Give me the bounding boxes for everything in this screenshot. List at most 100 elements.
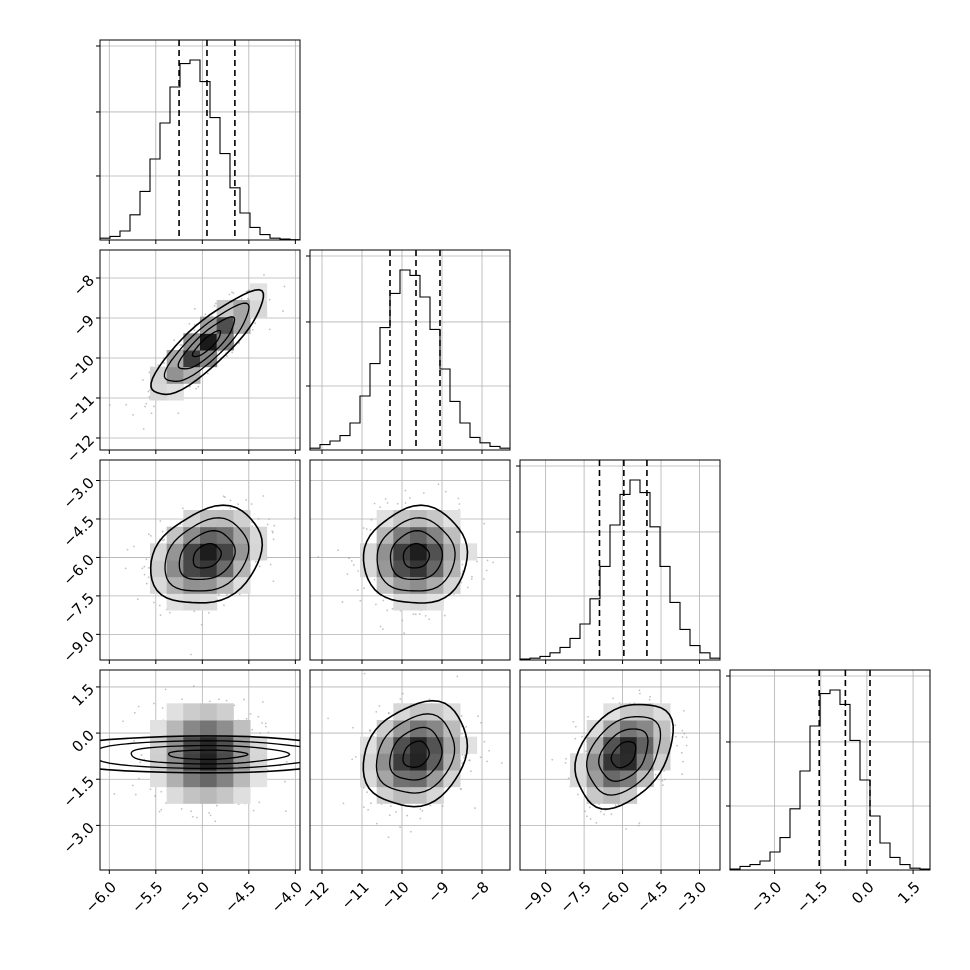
density-cell [183,350,201,368]
scatter-point [197,385,200,388]
panel-frame [309,249,511,451]
density-cell [410,736,428,754]
scatter-point [403,632,406,635]
scatter-point [429,804,432,807]
y-tick-label: −4.5 [60,512,98,550]
density-cell [460,736,478,754]
scatter-point [466,586,469,589]
density-cell [603,736,621,754]
scatter-point [486,559,489,562]
scatter-point [147,576,150,579]
scatter-point [483,522,486,525]
panel-contents [551,663,688,830]
scatter-point [337,549,339,552]
density-cell [250,300,268,318]
scatter-point [158,604,161,607]
scatter-point [161,530,164,533]
scatter-point [396,502,399,505]
density-cell [250,770,268,788]
scatter-point [263,274,265,276]
scatter-point [142,428,145,430]
density-cell [183,753,201,771]
scatter-point [145,402,148,405]
scatter-point [149,788,152,791]
scatter-point [214,302,217,305]
contour-line [167,749,249,761]
scatter-point [599,810,602,813]
scatter-point [223,604,225,607]
density-cell [183,560,201,578]
x-tick-label: 1.5 [894,878,924,908]
scatter-point [486,760,489,763]
density-cell [216,786,234,804]
scatter-point [228,293,231,296]
scatter-point [182,507,184,510]
scatter-point [133,711,136,714]
density-cell [233,786,251,804]
density-cell [183,576,201,594]
scatter-point [458,503,461,505]
scatter-point [193,610,196,613]
panel-3-3: −3.0 −1.5 0.0 1.5 [726,669,931,917]
scatter-point [251,728,254,731]
scatter-point [362,806,365,809]
panel-contents [100,685,300,823]
scatter-point [680,751,683,754]
scatter-point [443,614,446,617]
scatter-point [264,725,267,728]
contour-line [389,530,444,581]
scatter-point [378,705,381,707]
scatter-point [373,578,376,581]
scatter-point [595,821,598,824]
density-cell [150,383,168,401]
y-tick-label: −3.0 [60,819,98,857]
scatter-point [421,809,424,812]
scatter-point [681,773,684,776]
scatter-point [424,614,427,617]
scatter-point [585,750,587,753]
density-cell [216,753,234,771]
scatter-point [412,613,415,616]
scatter-point [264,722,267,725]
panel-contents [124,495,296,656]
scatter-point [459,787,462,790]
scatter-point [682,709,685,712]
scatter-point [485,569,488,572]
scatter-point [681,729,684,732]
density-cell [216,300,234,318]
scatter-point [294,517,296,520]
x-tick-label: −8 [464,878,492,906]
density-cell [443,770,461,788]
density-cell [653,736,671,754]
density-cell [250,543,268,561]
scatter-point [632,663,634,665]
scatter-point [612,697,615,700]
scatter-point [250,503,253,505]
scatter-point [284,780,286,783]
panel-3-1: −12 −11 −10 −9 −8 [298,669,511,913]
density-cell [603,720,621,738]
scatter-point [350,560,353,562]
scatter-point [479,756,482,759]
density-cell [460,543,478,561]
density-cell [393,560,411,578]
scatter-point [649,695,651,698]
scatter-point [132,413,134,416]
scatter-point [386,501,389,504]
contour-line [376,517,456,592]
density-cell [200,770,218,788]
scatter-point [233,704,236,707]
scatter-point [252,809,255,812]
scatter-point [482,578,485,580]
scatter-point [232,292,235,294]
scatter-point [249,712,252,715]
density-cell [166,543,184,561]
scatter-point [369,529,372,531]
density-cell [410,510,428,528]
scatter-point [551,758,554,761]
x-tick-label: −9.0 [518,878,556,916]
contour-line [100,740,300,770]
density-cell [200,703,218,721]
density-cell [200,526,218,544]
